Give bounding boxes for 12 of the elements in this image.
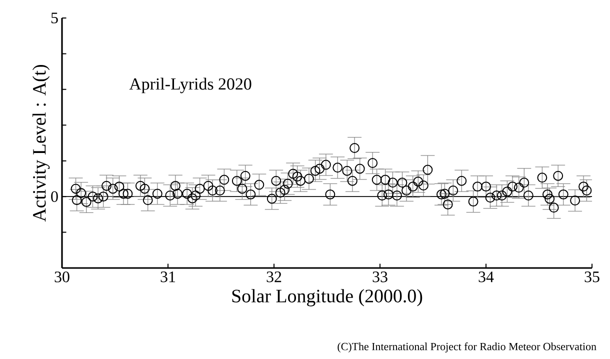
y-axis-title: Activity Level : A(t) (32, 64, 50, 222)
x-tick-label: 30 (54, 272, 70, 282)
x-tick-label: 34 (478, 272, 494, 282)
y-tick-label: 0 (51, 191, 58, 202)
text: (C)The International Project for Radio Meteor Observation (338, 342, 596, 352)
x-tick-label: 33 (372, 272, 388, 282)
x-tick-label: 31 (160, 272, 176, 282)
x-tick-label: 32 (266, 272, 282, 282)
text: April-Lyrids 2020 (129, 78, 252, 94)
x-axis-title: Solar Longitude (2000.0) (232, 289, 422, 306)
y-tick-label: 5 (51, 12, 58, 24)
x-tick-label: 35 (584, 272, 600, 282)
